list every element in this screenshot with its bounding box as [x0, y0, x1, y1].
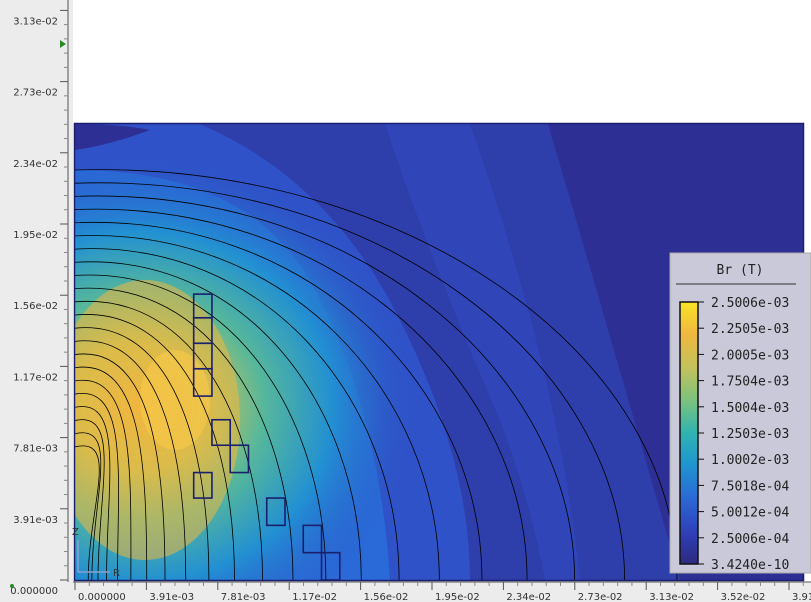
field-line [75, 340, 187, 580]
colorbar-tick-label: 1.7504e-03 [711, 375, 789, 390]
field-line [75, 327, 210, 580]
field-line [75, 221, 483, 580]
triad-r-label: R [113, 568, 120, 579]
x-axis: 0.000000 3.91e-03 7.81e-03 1.17e-02 1.56e-02… [73, 581, 811, 602]
colorbar-tick-label: 5.0012e-04 [711, 506, 789, 521]
colorbar-tick-label: 2.5006e-04 [711, 532, 789, 547]
colorbar-tick-label: 2.0005e-03 [711, 348, 789, 363]
colorbar-tick-label: 1.2503e-03 [711, 427, 789, 442]
field-line [75, 261, 362, 580]
y-tick-label: 7.81e-03 [13, 444, 58, 455]
y-tick-label: 2.73e-02 [13, 88, 58, 99]
field-line [75, 182, 625, 580]
x-tick-label: 2.73e-02 [578, 592, 623, 602]
field-line [75, 393, 119, 580]
colorbar-tick-label: 1.0002e-03 [711, 453, 789, 468]
x-tick-label: 3.13e-02 [649, 592, 694, 602]
x-tick-label: 1.56e-02 [364, 592, 409, 602]
x-tick-label: 0.000000 [78, 592, 126, 602]
origin-marker-icon [10, 584, 14, 588]
field-line [75, 353, 166, 580]
field-line [75, 314, 235, 580]
colorbar-gradient [679, 301, 699, 565]
colorbar-title: Br (T) [717, 263, 764, 278]
colorbar-tick-label: 3.4240e-10 [711, 558, 789, 573]
axis-marker-icon [60, 40, 66, 48]
colorbar-tick-label: 2.2505e-03 [711, 322, 789, 337]
colorbar-tick-label: 1.5004e-03 [711, 401, 789, 416]
x-tick-label: 7.81e-03 [221, 592, 266, 602]
x-tick-label: 3.91 [792, 592, 811, 602]
colorbar-tick-label: 7.5018e-04 [711, 479, 789, 494]
x-tick-label: 1.95e-02 [435, 592, 480, 602]
colorbar-legend: Br (T) 2.5006e-03 2.2505e-03 2.0005e-03 1.7… [669, 252, 811, 574]
field-line [75, 195, 576, 580]
orientation-triad: Z R [72, 527, 120, 579]
field-line [75, 406, 111, 580]
field-line [75, 300, 263, 580]
coil-block [192, 471, 213, 499]
field-line [75, 235, 440, 580]
coil-block [320, 551, 341, 580]
y-tick-label: 1.95e-02 [13, 230, 58, 241]
y-tick-label: 1.56e-02 [13, 301, 58, 312]
field-line [75, 287, 294, 580]
field-line [75, 445, 100, 580]
field-line [75, 208, 528, 580]
colorbar-tick-label: 2.5006e-03 [711, 296, 789, 311]
y-tick-label: 3.91e-03 [13, 515, 58, 526]
triad-z-label: Z [72, 527, 79, 538]
y-tick-label: 0.000000 [10, 586, 58, 597]
x-tick-label: 3.52e-02 [721, 592, 766, 602]
x-tick-label: 3.91e-03 [149, 592, 194, 602]
x-tick-label: 2.34e-02 [506, 592, 551, 602]
coil-block [211, 418, 232, 447]
x-tick-label: 1.17e-02 [292, 592, 337, 602]
y-tick-label: 3.13e-02 [13, 16, 58, 27]
field-line [75, 419, 105, 580]
field-line [75, 432, 102, 580]
field-line [75, 274, 327, 580]
y-tick-label: 2.34e-02 [13, 159, 58, 170]
field-line [75, 169, 678, 580]
coil-block [192, 367, 213, 397]
y-tick-label: 1.17e-02 [13, 372, 58, 383]
field-line [75, 379, 132, 580]
coil-block [302, 524, 323, 554]
coil-block [229, 444, 250, 474]
field-line [75, 366, 148, 580]
coil-block [265, 497, 286, 527]
y-axis: 0.000000 3.91e-03 7.81e-03 1.17e-02 1.56e-02… [10, 0, 69, 597]
field-line [75, 248, 400, 580]
